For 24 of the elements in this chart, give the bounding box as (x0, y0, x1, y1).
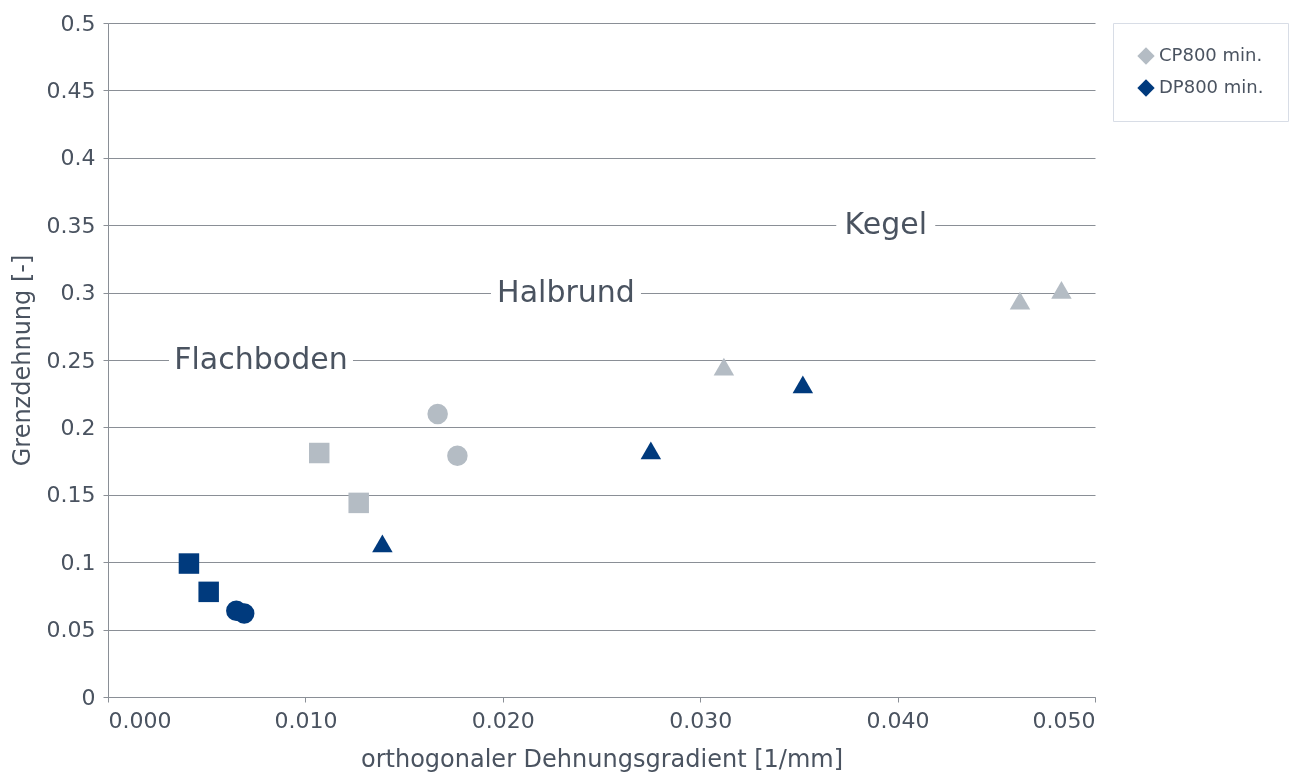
y-tick-label: 0.15 (46, 482, 96, 508)
y-tick-label: 0.2 (60, 414, 96, 440)
x-tick-label: 0.040 (866, 707, 930, 733)
x-tick-label: 0.000 (108, 707, 172, 733)
legend-label: DP800 min. (1159, 76, 1264, 97)
y-tick-label: 0.4 (60, 145, 96, 171)
y-tick-label: 0.3 (60, 280, 96, 306)
y-tick-label: 0.5 (60, 10, 96, 36)
x-axis-title: orthogonaler Dehnungsgradient [1/mm] (360, 744, 844, 773)
annotation: Flachboden (174, 341, 348, 376)
y-tick-label: 0.25 (46, 347, 96, 373)
x-tick-label: 0.010 (274, 707, 338, 733)
legend-label: CP800 min. (1159, 44, 1263, 65)
x-tick-label: 0.030 (669, 707, 733, 733)
y-tick-label: 0 (81, 684, 96, 710)
y-tick-label: 0.45 (46, 77, 96, 103)
x-tick-label: 0.050 (1032, 707, 1096, 733)
y-tick-label: 0.05 (46, 617, 96, 643)
x-tick-label: 0.020 (471, 707, 535, 733)
annotation: Halbrund (497, 273, 635, 309)
annotation: Kegel (844, 206, 927, 242)
y-tick-label: 0.35 (46, 212, 96, 238)
y-tick-label: 0.1 (60, 549, 96, 575)
y-axis-title: Grenzdehnung [-] (7, 254, 36, 467)
